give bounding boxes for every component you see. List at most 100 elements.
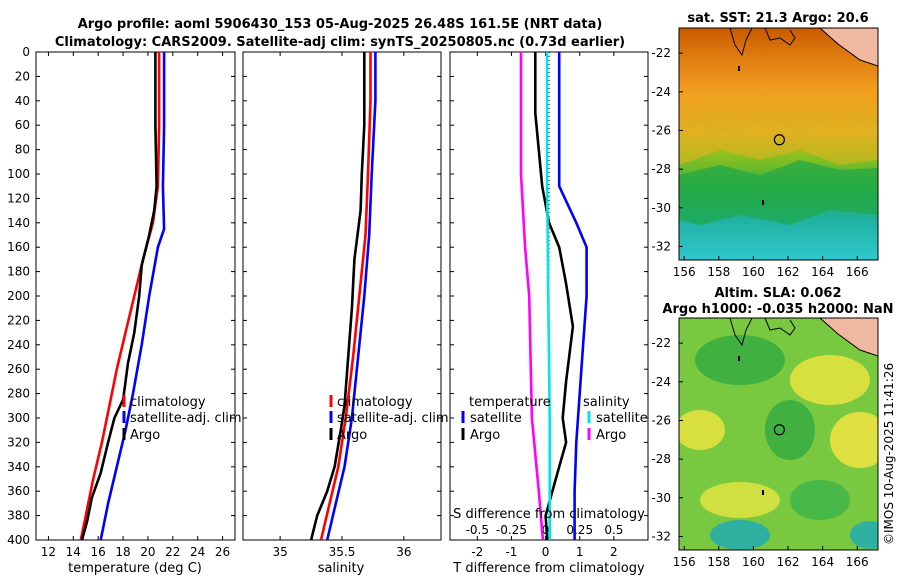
imos-timestamp: ©IMOS 10-Aug-2025 11:41:26 (882, 363, 896, 545)
sst-orange-patch (679, 118, 878, 165)
series-line-temperature-satellite (557, 52, 588, 540)
legend-temp-argo: Argo (470, 428, 500, 443)
depth-tick-label: 320 (7, 435, 30, 449)
depth-tick-label: 200 (7, 289, 30, 303)
x-tick-label: 24 (190, 545, 205, 559)
sla-map-title-2: Argo h1000: -0.035 h2000: NaN (662, 302, 893, 317)
land-mass (819, 318, 878, 357)
series-line-argo (80, 52, 158, 540)
sla-yellow-patch (790, 355, 870, 405)
legend-sal-satellite: satellite (596, 411, 648, 426)
x-tick-label: 12 (41, 545, 56, 559)
argo-float-marker (773, 424, 785, 436)
legend-climatology: climatology (130, 395, 206, 410)
series-line-satellite-adj-clim (325, 52, 377, 540)
longitude-tick-label: 164 (811, 555, 834, 569)
legend-temperature-title: temperature (469, 395, 551, 410)
temperature-panel: 0204060801001201401601802002202402602803… (7, 45, 648, 576)
x-tick-label: 35.5 (329, 545, 356, 559)
x-tick-label: 20 (140, 545, 155, 559)
s-diff-tick-label: 0.5 (604, 523, 623, 537)
longitude-tick-label: 160 (742, 265, 765, 279)
longitude-tick-label: 158 (707, 555, 730, 569)
sla-heatmap (679, 318, 878, 550)
sla-teal-patch (850, 521, 878, 549)
depth-tick-label: 120 (7, 191, 30, 205)
latitude-tick-label: -28 (651, 452, 671, 466)
temperature-legend: climatology satellite-adj. clim Argo (122, 395, 242, 443)
salinity-xlabel: salinity (318, 561, 365, 576)
longitude-tick-labels: 156 158 160 162 164 166 (673, 546, 869, 569)
latitude-tick-label: -24 (651, 375, 671, 389)
latitude-tick-label: -32 (651, 529, 671, 543)
legend-temp-satellite: satellite (470, 411, 522, 426)
longitude-tick-label: 166 (846, 265, 869, 279)
s-difference-label: S difference from climatology (453, 507, 645, 522)
series-line-temperature-argo (533, 52, 575, 540)
coastline (729, 318, 796, 347)
latitude-tick-labels: -22 -24 -26 -28 -30 -32 (651, 46, 683, 253)
legend-salinity-title: salinity (583, 395, 630, 410)
depth-tick-label: 160 (7, 240, 30, 254)
x-tick-label: -1 (505, 545, 517, 559)
temperature-series (79, 52, 166, 540)
depth-tick-label: 180 (7, 265, 30, 279)
x-tick-label: 0 (542, 545, 550, 559)
reef-dot (762, 490, 764, 495)
latitude-tick-label: -26 (651, 123, 671, 137)
legend-climatology: climatology (337, 395, 413, 410)
sla-yellow-patch (700, 482, 780, 518)
series-line-climatology (79, 52, 161, 540)
depth-tick-label: 140 (7, 216, 30, 230)
x-tick-label: 16 (91, 545, 106, 559)
legend-argo: Argo (130, 428, 160, 443)
longitude-tick-label: 164 (811, 265, 834, 279)
salinity-tick-labels: 35 35.5 36 (272, 52, 412, 559)
salinity-legend: climatology satellite-adj. clim Argo (329, 395, 449, 443)
latitude-tick-label: -26 (651, 413, 671, 427)
sst-map-panel: sat. SST: 21.3 Argo: 20.6 -22 -24 -26 -28 -3… (651, 11, 879, 279)
legend-argo: Argo (337, 428, 367, 443)
sst-heatmap (679, 28, 878, 260)
s-difference-tick-labels: -0.5 -0.25 0 0.25 0.5 (466, 523, 624, 537)
longitude-tick-labels: 156 158 160 162 164 166 (673, 256, 869, 279)
x-tick-label: 2 (610, 545, 618, 559)
sla-map-panel: Altim. SLA: 0.062 Argo h1000: -0.035 h20… (651, 286, 893, 569)
depth-tick-label: 340 (7, 460, 30, 474)
series-line-salinity-argo (519, 52, 545, 540)
s-diff-tick-label: 0.25 (566, 523, 593, 537)
depth-tick-label: 380 (7, 509, 30, 523)
depth-tick-label: 300 (7, 411, 30, 425)
sla-yellow-patch (830, 412, 878, 468)
sst-map-title: sat. SST: 21.3 Argo: 20.6 (687, 11, 868, 26)
t-difference-xlabel: T difference from climatology (452, 561, 645, 576)
sst-map-frame (678, 27, 879, 261)
x-tick-label: -2 (471, 545, 483, 559)
x-tick-label: 14 (66, 545, 81, 559)
argo-float-marker (773, 134, 785, 146)
difference-panel: -2 -1 0 1 2 -0.5 -0.25 0 0.25 0.5 S difference f… (449, 51, 649, 576)
depth-tick-labels: 0 20 40 60 80 100 120 140 160 180 200 220 240 260 280 3… (7, 45, 648, 547)
legend-satellite: satellite-adj. clim (130, 411, 242, 426)
depth-tick-label: 360 (7, 484, 30, 498)
depth-tick-label: 60 (15, 118, 30, 132)
depth-tick-label: 280 (7, 387, 30, 401)
depth-tick-label: 40 (15, 94, 30, 108)
sla-teal-patch (710, 520, 770, 550)
sla-yellow-patch (679, 410, 725, 450)
latitude-tick-label: -24 (651, 85, 671, 99)
longitude-tick-label: 156 (673, 265, 696, 279)
longitude-tick-label: 162 (777, 265, 800, 279)
s-diff-tick-label: -0.25 (496, 523, 527, 537)
coastline (729, 28, 796, 57)
depth-tick-label: 260 (7, 362, 30, 376)
depth-tick-label: 0 (22, 45, 30, 59)
land-mass (819, 28, 878, 67)
x-tick-label: 22 (165, 545, 180, 559)
temperature-xlabel: temperature (deg C) (68, 561, 202, 576)
x-tick-label: 35 (272, 545, 287, 559)
latitude-tick-label: -22 (651, 46, 671, 60)
depth-tick-label: 80 (15, 143, 30, 157)
longitude-tick-label: 160 (742, 555, 765, 569)
